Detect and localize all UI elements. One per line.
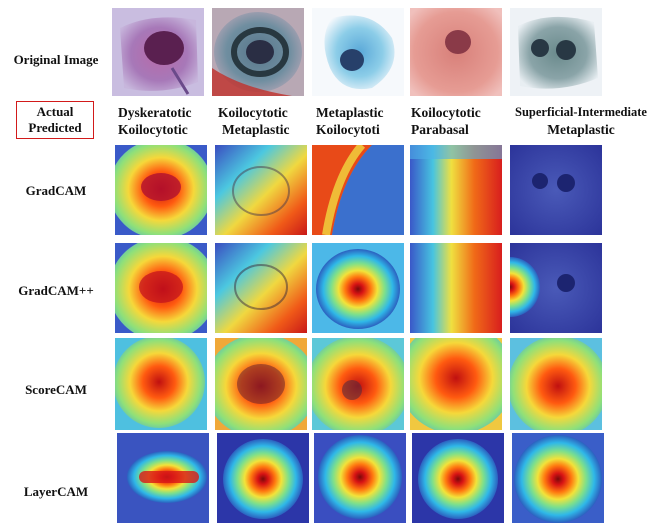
row-label-gradcampp: GradCAM++: [0, 283, 112, 298]
scorecam-heatmap-col4: [410, 338, 502, 430]
original-image-koilocytotic: [212, 8, 304, 96]
scorecam-heatmap-col5: [510, 338, 602, 430]
column-4-labels: Koilocytotic Parabasal: [411, 104, 481, 138]
original-image-dyskeratotic: [112, 8, 204, 96]
scorecam-heatmap-col2: [215, 338, 307, 430]
actual-predicted-legend: Actual Predicted: [16, 101, 94, 139]
gradcam-heatmap-col3: [312, 145, 404, 235]
layercam-heatmap-col1: [117, 433, 209, 523]
layercam-heatmap-col2: [217, 433, 309, 523]
original-image-koilocytotic-2: [410, 8, 502, 96]
column-5-predicted: Metaplastic: [511, 121, 651, 138]
scorecam-heatmap-col1: [115, 338, 207, 430]
column-1-labels: Dyskeratotic Koilocytotic: [118, 104, 191, 138]
column-5-actual: Superficial-Intermediate: [511, 104, 651, 121]
column-2-actual: Koilocytotic: [218, 104, 289, 121]
column-2-labels: Koilocytotic Metaplastic: [218, 104, 289, 138]
row-label-scorecam: ScoreCAM: [0, 382, 112, 397]
gradcam-heatmap-col5: [510, 145, 602, 235]
column-3-labels: Metaplastic Koilocytoti: [316, 104, 383, 138]
layercam-heatmap-col4: [412, 433, 504, 523]
column-1-predicted: Koilocytotic: [118, 121, 191, 138]
gradcam-heatmap-col1: [115, 145, 207, 235]
row-label-gradcam: GradCAM: [0, 183, 112, 198]
layercam-heatmap-col5: [512, 433, 604, 523]
gradcampp-heatmap-col2: [215, 243, 307, 333]
legend-predicted: Predicted: [17, 120, 93, 136]
gradcampp-heatmap-col1: [115, 243, 207, 333]
column-4-actual: Koilocytotic: [411, 104, 481, 121]
gradcampp-heatmap-col3: [312, 243, 404, 333]
original-image-metaplastic: [312, 8, 404, 96]
column-3-actual: Metaplastic: [316, 104, 383, 121]
original-image-superficial-intermediate: [510, 8, 602, 96]
column-3-predicted: Koilocytoti: [316, 121, 383, 138]
layercam-heatmap-col3: [314, 433, 406, 523]
gradcam-heatmap-col2: [215, 145, 307, 235]
scorecam-heatmap-col3: [312, 338, 404, 430]
gradcampp-heatmap-col4: [410, 243, 502, 333]
row-label-original-image: Original Image: [0, 52, 112, 67]
gradcam-heatmap-col4: [410, 145, 502, 235]
column-5-labels: Superficial-Intermediate Metaplastic: [511, 104, 651, 138]
column-4-predicted: Parabasal: [411, 121, 481, 138]
row-label-layercam: LayerCAM: [0, 484, 112, 499]
gradcampp-heatmap-col5: [510, 243, 602, 333]
column-2-predicted: Metaplastic: [218, 121, 289, 138]
column-1-actual: Dyskeratotic: [118, 104, 191, 121]
legend-actual: Actual: [17, 104, 93, 120]
